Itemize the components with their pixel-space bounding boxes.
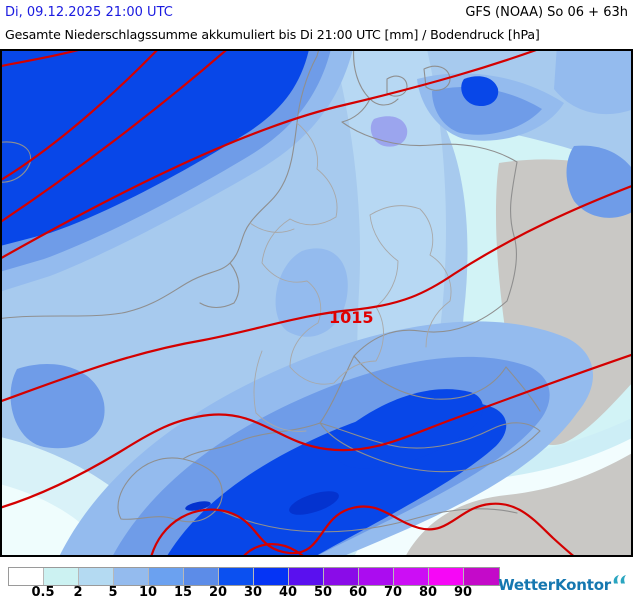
legend-tick-label: 70 (383, 585, 403, 600)
precip-white-band-south (355, 438, 631, 555)
model-run: GFS (NOAA) So 06 + 63h (465, 5, 628, 20)
map-header: Di, 09.12.2025 21:00 UTC GFS (NOAA) So 0… (5, 5, 628, 42)
isobar-line (2, 51, 158, 181)
isobar-lines (2, 51, 631, 555)
weather-map: 1015 (0, 49, 633, 557)
logo-wing-icon (613, 575, 626, 584)
legend-tick-label: 20 (208, 585, 228, 600)
legend-tick-label: 15 (173, 585, 193, 600)
legend-color-box (324, 568, 359, 585)
legend-tick-label: 90 (453, 585, 473, 600)
isobar-line-1015 (2, 185, 631, 402)
precip-medium-left (10, 364, 105, 449)
legend-color-box (44, 568, 79, 585)
precip-pale-band-south (308, 418, 631, 555)
pressure-label: 1015 (329, 308, 374, 327)
isobar-line (2, 51, 79, 67)
legend-tick-label: 40 (278, 585, 298, 600)
legend-tick-label: 5 (108, 585, 118, 600)
valid-datetime: Di, 09.12.2025 21:00 UTC (5, 5, 173, 20)
legend-tick-label: 30 (243, 585, 263, 600)
legend-color-box (79, 568, 114, 585)
isobar-line (2, 51, 537, 259)
legend-color-box (394, 568, 429, 585)
legend-tick-label: 10 (138, 585, 158, 600)
isobar-line (2, 51, 227, 223)
isobar-line (150, 502, 574, 555)
legend-tick-label: 2 (73, 585, 83, 600)
legend-tick-label: 50 (313, 585, 333, 600)
precipitation-legend: 0.5 2 5 10 15 20 30 40 50 60 70 80 90 (8, 567, 628, 600)
legend-color-box (254, 568, 289, 585)
legend-color-box (429, 568, 464, 585)
precip-heavy-baltic-spot (461, 76, 499, 107)
legend-color-box (464, 568, 499, 585)
precip-violet-spot (370, 116, 408, 147)
precip-extreme-sliver (185, 501, 211, 511)
legend-color-box (9, 568, 44, 585)
legend-color-bar (8, 567, 500, 586)
precip-medium-ne (566, 145, 631, 218)
legend-tick-label: 80 (418, 585, 438, 600)
isobar-line (2, 353, 631, 509)
precip-extreme-core (289, 491, 339, 515)
precip-medium-light-ne (554, 51, 631, 115)
legend-tick-label: 60 (348, 585, 368, 600)
map-title: Gesamte Niederschlagssumme akkumuliert b… (5, 27, 540, 42)
dry-area-south (406, 453, 631, 555)
legend-color-box (149, 568, 184, 585)
precip-medium-denmark-core (432, 87, 542, 135)
isobar-line (243, 543, 304, 555)
logo-text: WetterKontor (498, 576, 611, 594)
legend-color-box (114, 568, 149, 585)
precip-heavy-northsea (2, 51, 309, 246)
state-borders (249, 122, 452, 432)
legend-color-box (219, 568, 254, 585)
legend-color-box (289, 568, 324, 585)
legend-color-box (184, 568, 219, 585)
legend-tick-label: 0.5 (31, 585, 55, 600)
precip-medium-light-center (275, 248, 348, 337)
precipitation-map-canvas: 1015 (2, 51, 631, 555)
legend-color-box (359, 568, 394, 585)
wetterkontor-logo[interactable]: WetterKontor (498, 574, 627, 594)
